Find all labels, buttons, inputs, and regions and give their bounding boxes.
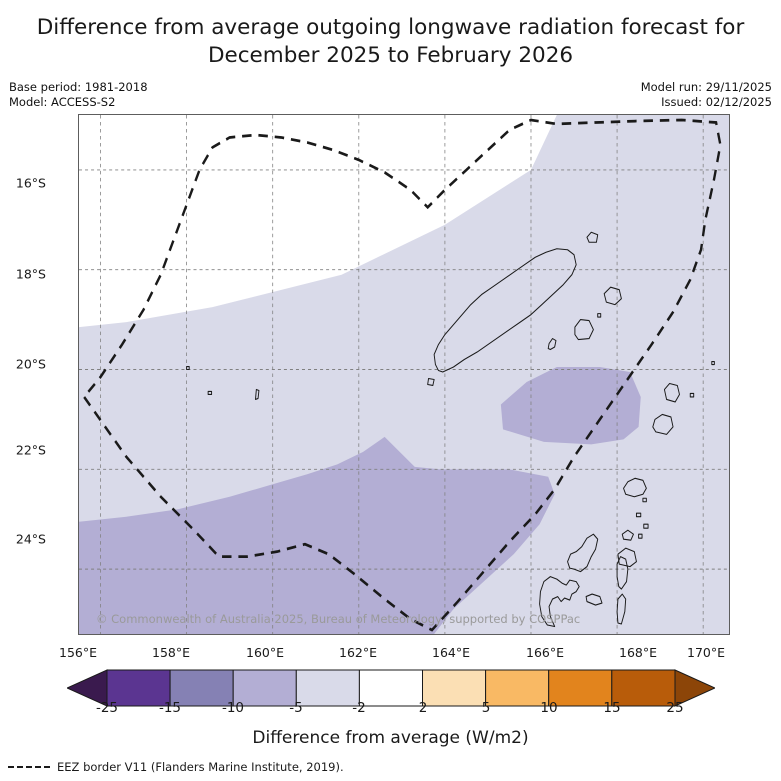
y-tick-label-22s: 22°S [15,442,46,458]
colorbar-tick-minus2: -2 [352,700,366,716]
coastline-ouvea [547,338,557,351]
colorbar-segment-minus5-minus2 [295,669,360,707]
x-tick-label-158e: 158°E [151,645,191,660]
coastline-pentecost [616,556,629,590]
coastline-lifou [574,319,594,341]
colorbar[interactable] [0,668,781,714]
coastline-isle-of-pines [586,231,599,243]
coastline-malekula [567,533,599,573]
colorbar-tick-25: 25 [666,700,684,716]
coastline-espiritu-santo [539,576,580,628]
y-tick-label-16s: 16°S [15,175,46,191]
colorbar-tick-minus15: -15 [158,700,182,716]
y-tick-label-24s: 24°S [15,531,46,547]
colorbar-swatches [66,669,715,707]
coastline-islet-west-a [207,390,213,396]
colorbar-extend-high [674,669,715,707]
coastlines-layer [186,231,715,628]
map-canvas [79,115,729,634]
coastline-shepherd-islet-b [643,523,649,529]
model-run-text: Model run: 29/11/2025 [640,80,772,94]
coastline-efate-islet [642,497,647,503]
coastline-ambae [585,593,603,606]
map-layers [79,115,729,634]
colorbar-segment-15-25 [610,669,675,707]
coastline-maewo [616,593,627,625]
x-tick-label-168e: 168°E [618,645,658,660]
issued-text: Issued: 02/12/2025 [661,94,772,109]
coastline-islet-southeast [711,360,715,366]
coastline-new-caledonia-grande-terre [433,248,577,373]
y-tick-label-20s: 20°S [15,356,46,372]
page-title-line-1: Difference from average outgoing longwav… [36,15,745,40]
coastline-efate [623,477,647,498]
metadata-right: Model run: 29/11/2025 Issued: 02/12/2025 [641,80,772,109]
x-tick-label-156e: 156°E [58,645,98,660]
colorbar-tick-minus10: -10 [221,700,245,716]
colorbar-tick-minus5: -5 [289,700,303,716]
x-tick-label-170e: 170°E [686,645,726,660]
coastline-islet-west-b [255,388,260,401]
forecast-map[interactable] [78,114,730,635]
coastline-islet-west-c [186,365,190,371]
ocean-band-minus10-to-minus5-east [500,367,641,445]
page-title: Difference from average outgoing longwav… [0,14,781,70]
eez-legend: EEZ border V11 (Flanders Marine Institut… [8,760,344,774]
coastline-shepherd-islet-a [638,533,643,539]
coastline-belep [427,377,435,387]
dashed-line-icon [8,765,50,769]
map-credit-text: © Commonwealth of Australia 2025, Bureau… [96,612,581,626]
coastline-tiga [597,313,602,318]
coastline-aneityum [689,392,695,398]
eez-legend-label: EEZ border V11 (Flanders Marine Institut… [57,760,344,774]
ocean-band-minus2-to-2 [79,115,557,328]
coastline-shepherd-islet-c [635,512,642,518]
colorbar-tick-10: 10 [540,700,558,716]
colorbar-tick-15: 15 [603,700,621,716]
eez-border-line [82,118,722,632]
x-tick-label-160e: 160°E [245,645,285,660]
colorbar-tick-2: 2 [418,700,428,716]
colorbar-segment-10-15 [547,669,612,707]
colorbar-segment-5-10 [484,669,549,707]
coastline-erromango [652,413,674,435]
y-tick-label-18s: 18°S [15,266,46,282]
x-tick-label-164e: 164°E [431,645,471,660]
x-tick-label-162e: 162°E [338,645,378,660]
colorbar-segment-2-5 [421,669,486,707]
colorbar-tick-minus25: -25 [95,700,119,716]
coastline-ambrym [617,547,637,568]
x-tick-label-166e: 166°E [525,645,565,660]
colorbar-title: Difference from average (W/m2) [252,728,529,748]
ocean-band-minus10-to-minus5-northwest [79,436,555,634]
base-period-text: Base period: 1981-2018 [9,80,148,94]
map-gridlines [79,115,729,634]
colorbar-segment-minus15-minus10 [169,669,234,707]
colorbar-segment-minus2-2 [358,669,423,707]
page-title-line-2: December 2025 to February 2026 [207,43,574,68]
model-text: Model: ACCESS-S2 [9,94,116,109]
coastline-epi [621,529,634,541]
colorbar-tick-5: 5 [481,700,491,716]
coastline-tanna [663,382,680,403]
metadata-left: Base period: 1981-2018 Model: ACCESS-S2 [9,80,148,109]
coastline-mare [603,286,622,306]
colorbar-segment-minus10-minus5 [232,669,297,707]
